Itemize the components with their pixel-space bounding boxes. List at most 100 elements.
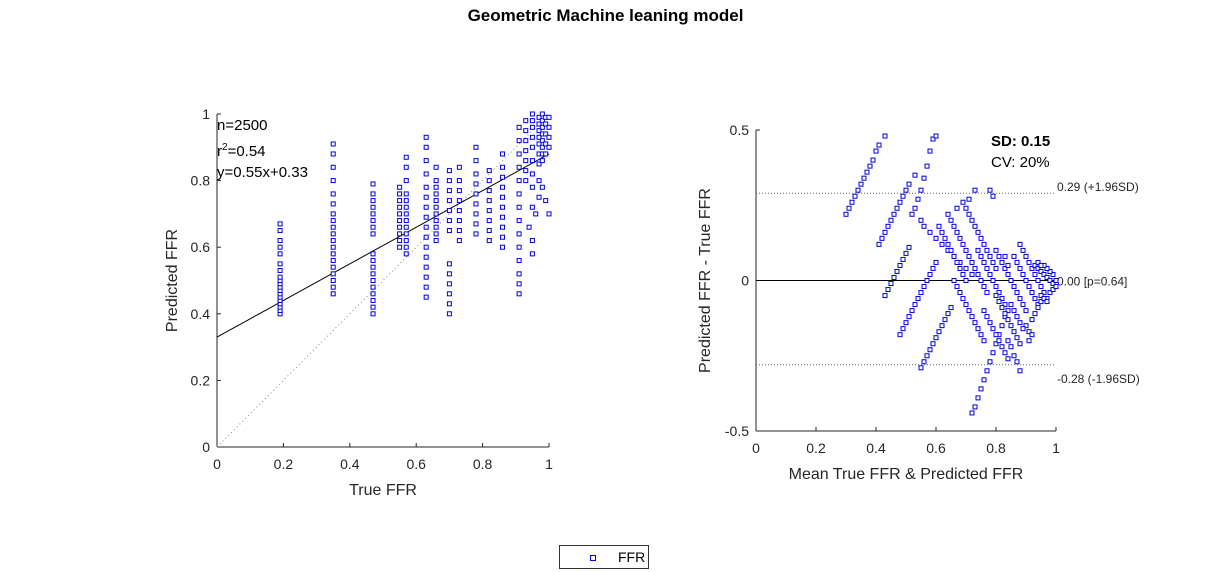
right-data-point xyxy=(1032,296,1038,302)
left-data-point xyxy=(536,128,542,134)
right-data-point xyxy=(903,320,909,326)
left-data-point xyxy=(370,304,376,310)
right-data-point xyxy=(954,259,960,265)
right-data-point xyxy=(930,136,936,142)
right-data-point xyxy=(849,199,855,205)
right-data-point xyxy=(948,247,954,253)
right-data-point xyxy=(996,253,1002,259)
right-data-point xyxy=(1014,314,1020,320)
right-data-point xyxy=(945,211,951,217)
right-data-point xyxy=(957,290,963,296)
left-data-point xyxy=(523,158,529,164)
left-data-point xyxy=(516,151,522,157)
right-data-point xyxy=(915,296,921,302)
left-data-point xyxy=(473,221,479,227)
left-y-tick-label: 1 xyxy=(202,106,210,122)
right-data-point xyxy=(1017,320,1023,326)
left-data-point xyxy=(546,114,552,120)
right-data-point xyxy=(969,271,975,277)
left-data-point xyxy=(516,281,522,287)
left-data-point xyxy=(529,238,535,244)
left-data-point xyxy=(433,224,439,230)
left-data-point xyxy=(529,111,535,117)
left-data-point xyxy=(539,144,545,150)
right-data-point xyxy=(1020,302,1026,308)
reference-line-label-2: -0.28 (-1.96SD) xyxy=(1057,372,1140,386)
right-data-point xyxy=(1023,278,1029,283)
right-data-point xyxy=(966,253,972,259)
left-data-point xyxy=(516,258,522,264)
right-data-point xyxy=(900,256,906,262)
right-data-point xyxy=(1017,265,1023,271)
right-data-point xyxy=(1038,293,1044,299)
left-data-point xyxy=(433,231,439,237)
left-data-point xyxy=(423,194,429,200)
right-data-point xyxy=(1014,335,1020,341)
right-data-point xyxy=(993,247,999,253)
right-data-point xyxy=(1029,317,1035,323)
left-data-point xyxy=(397,184,403,190)
left-data-point xyxy=(486,228,492,234)
right-data-point xyxy=(945,311,951,317)
right-data-point xyxy=(987,359,993,365)
right-data-point xyxy=(960,199,966,205)
right-data-point xyxy=(1029,332,1035,338)
left-data-point xyxy=(536,114,542,120)
right-data-point xyxy=(918,187,924,193)
right-data-point xyxy=(1050,281,1056,287)
left-data-point xyxy=(403,178,409,184)
right-data-point xyxy=(954,284,960,290)
right-data-point xyxy=(1014,259,1020,265)
left-data-point xyxy=(423,254,429,260)
right-data-point xyxy=(867,163,873,169)
left-data-point xyxy=(543,198,549,204)
right-data-point xyxy=(990,259,996,265)
left-data-point xyxy=(277,251,283,257)
right-data-point xyxy=(1044,299,1050,305)
right-data-point xyxy=(936,329,942,335)
right-data-point xyxy=(942,235,948,241)
left-data-point xyxy=(397,191,403,197)
left-data-point xyxy=(277,228,283,234)
left-data-point xyxy=(446,198,452,204)
right-data-point xyxy=(960,241,966,247)
right-data-point xyxy=(984,314,990,320)
right-data-point xyxy=(927,271,933,277)
right-data-point xyxy=(987,187,993,193)
legend[interactable]: FFR xyxy=(559,545,649,569)
right-data-point xyxy=(1014,359,1020,365)
right-data-point xyxy=(1038,284,1044,290)
annotation-cv: CV: 20% xyxy=(991,154,1050,171)
right-data-point xyxy=(1038,299,1044,305)
left-data-point xyxy=(543,141,549,147)
left-data-point xyxy=(330,251,336,257)
left-data-point xyxy=(330,264,336,270)
right-data-point xyxy=(1032,271,1038,277)
right-data-point xyxy=(999,344,1005,350)
right-data-point xyxy=(933,335,939,341)
left-data-point xyxy=(403,218,409,224)
left-data-point xyxy=(539,124,545,130)
left-data-point xyxy=(370,224,376,230)
right-data-point xyxy=(921,359,927,365)
right-data-point xyxy=(1008,302,1014,308)
left-data-point xyxy=(403,154,409,160)
left-data-point xyxy=(446,228,452,234)
left-data-point xyxy=(446,311,452,317)
left-data-point xyxy=(370,231,376,237)
left-x-tick-label: 0.2 xyxy=(274,456,294,472)
left-data-point xyxy=(543,151,549,157)
right-data-point xyxy=(1008,344,1014,350)
left-data-point xyxy=(486,218,492,224)
left-data-point xyxy=(330,151,336,157)
right-x-tick-label: 0 xyxy=(752,440,760,456)
left-data-point xyxy=(330,284,336,290)
right-data-point xyxy=(981,241,987,247)
right-data-point xyxy=(873,148,879,154)
right-data-point xyxy=(993,332,999,338)
left-y-axis-label: Predicted FFR xyxy=(164,229,181,332)
left-data-point xyxy=(500,234,506,240)
right-data-point xyxy=(972,265,978,271)
right-data-point xyxy=(1023,253,1029,259)
